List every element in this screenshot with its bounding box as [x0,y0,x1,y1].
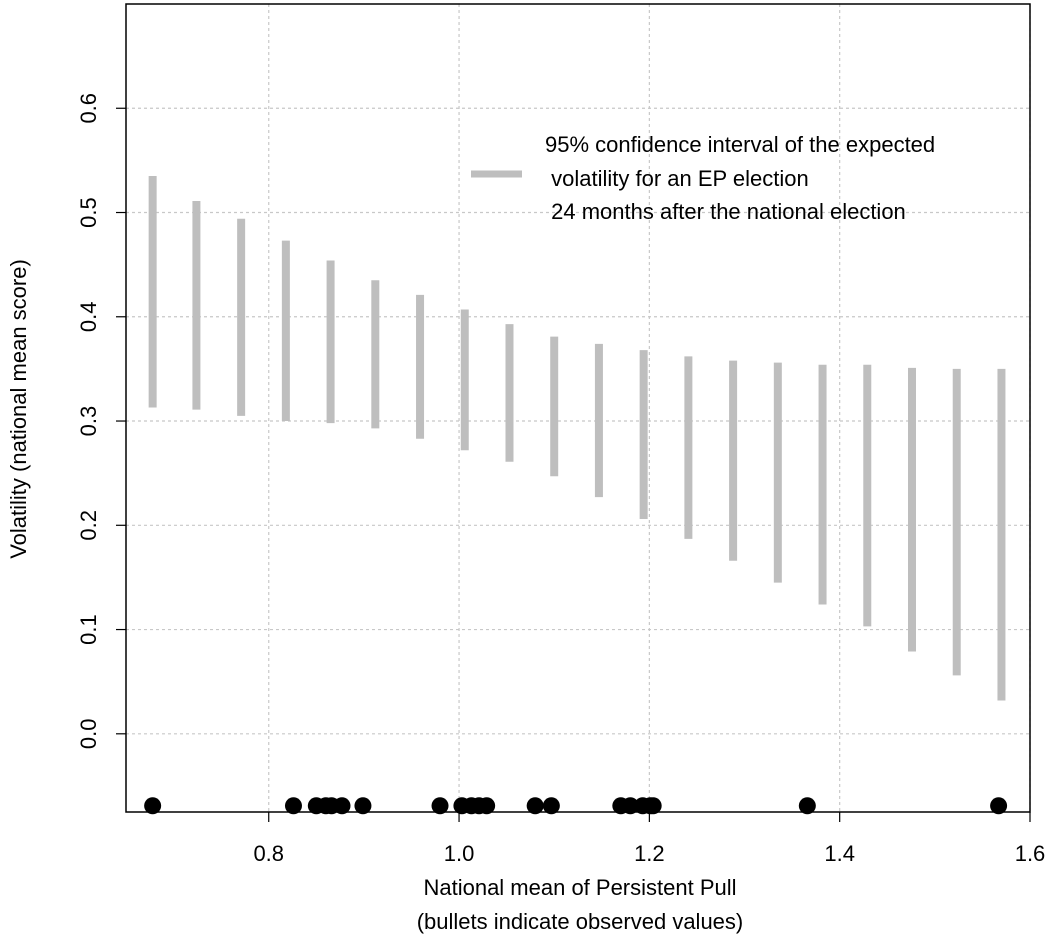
legend-line-3: 24 months after the national election [545,199,906,224]
confidence-intervals [148,176,1006,701]
observed-value-bullet [542,797,560,815]
grid-lines [126,4,1031,812]
y-tick-label: 0.1 [76,614,101,645]
plot-frame [125,3,1031,813]
observed-value-bullet [144,797,162,815]
observed-value-bullet [644,797,662,815]
observed-value-bullet [333,797,351,815]
observed-value-bullet [354,797,372,815]
x-axis-label-line-2: (bullets indicate observed values) [417,909,744,934]
x-tick-label: 1.2 [634,841,665,866]
x-tick-label: 0.8 [253,841,284,866]
legend-line-2: volatility for an EP election [545,166,809,191]
observed-value-bullet [431,797,449,815]
legend-line-1: 95% confidence interval of the expected [545,132,935,157]
x-tick-label: 1.4 [824,841,855,866]
observed-values [144,797,1008,815]
y-tick-label: 0.3 [76,406,101,437]
x-axis-ticks: 0.8 1.0 1.2 1.4 1.6 [253,812,1045,866]
observed-value-bullet [798,797,816,815]
x-tick-label: 1.0 [444,841,475,866]
y-tick-label: 0.2 [76,510,101,541]
observed-value-bullet [478,797,496,815]
x-tick-label: 1.6 [1015,841,1046,866]
y-axis-label: Volatility (national mean score) [6,259,31,559]
legend: 95% confidence interval of the expected … [471,132,935,224]
y-tick-label: 0.0 [76,719,101,750]
y-tick-label: 0.5 [76,197,101,228]
observed-value-bullet [526,797,544,815]
y-tick-label: 0.6 [76,93,101,124]
observed-value-bullet [990,797,1008,815]
x-axis-label-line-1: National mean of Persistent Pull [423,875,736,900]
y-tick-label: 0.4 [76,301,101,332]
observed-value-bullet [284,797,302,815]
observed-value-bullet [621,797,639,815]
y-axis-ticks: 0.0 0.1 0.2 0.3 0.4 0.5 0.6 [76,93,126,749]
